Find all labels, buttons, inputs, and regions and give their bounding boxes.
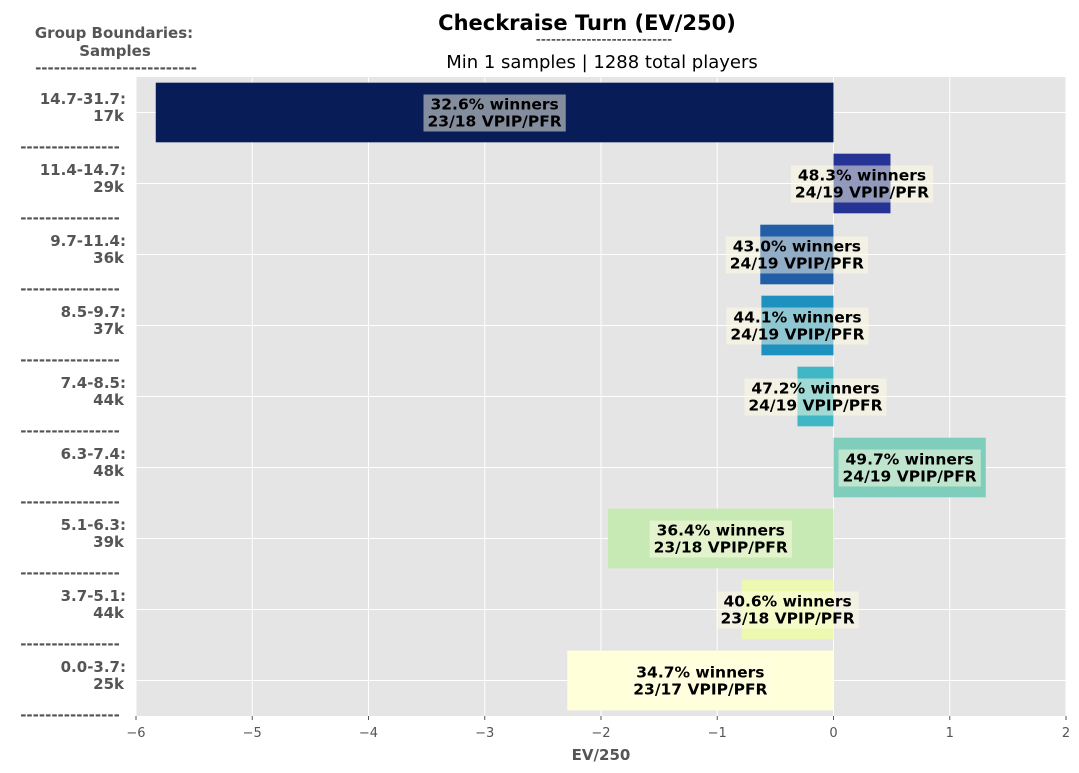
bar-label-box <box>790 165 934 203</box>
category-separator: ---------------- <box>20 209 120 227</box>
bar-label-winners: 40.6% winners <box>723 593 851 611</box>
bar-label-vpip-pfr: 24/19 VPIP/PFR <box>730 255 864 273</box>
bar-label-winners: 44.1% winners <box>733 309 861 327</box>
bar-label-box <box>744 378 887 416</box>
bar-label-winners: 43.0% winners <box>733 238 861 256</box>
x-tick-label: 1 <box>946 726 954 741</box>
category-separator: ---------------- <box>20 138 120 156</box>
category-separator: ---------------- <box>20 422 120 440</box>
x-axis-label: EV/250 <box>572 746 631 764</box>
category-separator: ---------------- <box>20 706 120 724</box>
bar-label-box <box>629 662 772 700</box>
x-tick-layer: −6 −5 −4 −3 −2 −1 0 1 2 <box>126 716 1070 741</box>
bar-label-box <box>649 520 792 558</box>
bar-label-box <box>838 449 981 487</box>
x-tick-label: −2 <box>591 726 610 741</box>
bar-label-vpip-pfr: 24/19 VPIP/PFR <box>730 326 864 344</box>
bar-layer <box>155 82 986 711</box>
category-samples-label: 29k <box>93 178 125 196</box>
bar-label-winners: 47.2% winners <box>751 380 879 398</box>
x-tick-label: −6 <box>126 726 145 741</box>
chart-title: Checkraise Turn (EV/250) <box>438 11 736 35</box>
bar-label-vpip-pfr: 23/18 VPIP/PFR <box>428 113 562 131</box>
bar-label-winners: 32.6% winners <box>430 96 558 114</box>
bar-label-vpip-pfr: 24/19 VPIP/PFR <box>843 468 977 486</box>
category-samples-label: 17k <box>93 107 125 125</box>
x-tick-label: −4 <box>359 726 378 741</box>
category-separator: ---------------- <box>20 351 120 369</box>
bar-label-vpip-pfr: 24/19 VPIP/PFR <box>748 397 882 415</box>
bar-label-vpip-pfr: 23/17 VPIP/PFR <box>633 681 767 699</box>
category-range-label: 6.3-7.4: <box>61 445 126 463</box>
bar-label-box <box>726 307 869 345</box>
category-range-label: 0.0-3.7: <box>61 658 126 676</box>
bar-label-winners: 34.7% winners <box>636 664 764 682</box>
category-range-label: 5.1-6.3: <box>61 516 126 534</box>
category-separator: ---------------- <box>20 635 120 653</box>
bar-label-vpip-pfr: 24/19 VPIP/PFR <box>795 184 929 202</box>
bar-label-vpip-pfr: 23/18 VPIP/PFR <box>654 539 788 557</box>
category-separator: ---------------- <box>20 493 120 511</box>
category-range-label: 8.5-9.7: <box>61 303 126 321</box>
category-range-label: 3.7-5.1: <box>61 587 126 605</box>
category-range-label: 11.4-14.7: <box>40 161 126 179</box>
side-title-line2: Samples <box>79 42 151 60</box>
category-separator: ---------------- <box>20 564 120 582</box>
x-tick-label: −1 <box>708 726 727 741</box>
category-samples-label: 39k <box>93 533 125 551</box>
category-samples-label: 25k <box>93 675 125 693</box>
bar-label-winners: 48.3% winners <box>798 167 926 185</box>
side-title-separator: -------------------------- <box>35 59 197 77</box>
category-samples-label: 37k <box>93 320 125 338</box>
bar-label-box <box>423 94 566 132</box>
x-tick-label: −3 <box>475 726 494 741</box>
chart-subtitle: Min 1 samples | 1288 total players <box>446 52 758 73</box>
chart-title-separator: --------------------------- <box>536 32 672 48</box>
bar-label-winners: 36.4% winners <box>657 522 785 540</box>
category-label-layer: 14.7-31.7:17k----------------11.4-14.7:2… <box>20 90 126 724</box>
category-samples-label: 48k <box>93 462 125 480</box>
category-range-label: 7.4-8.5: <box>61 374 126 392</box>
category-samples-label: 44k <box>93 604 125 622</box>
bar-label-vpip-pfr: 23/18 VPIP/PFR <box>720 610 854 628</box>
x-tick-label: −5 <box>243 726 262 741</box>
side-title-line1: Group Boundaries: <box>35 24 193 42</box>
x-tick-label: 0 <box>829 726 837 741</box>
bar-label-winners: 49.7% winners <box>846 451 974 469</box>
category-range-label: 14.7-31.7: <box>40 90 126 108</box>
category-samples-label: 36k <box>93 249 125 267</box>
x-tick-label: 2 <box>1062 726 1070 741</box>
bar-label-box <box>725 236 868 274</box>
category-range-label: 9.7-11.4: <box>50 232 126 250</box>
category-separator: ---------------- <box>20 280 120 298</box>
category-samples-label: 44k <box>93 391 125 409</box>
bar-label-box <box>716 591 859 629</box>
